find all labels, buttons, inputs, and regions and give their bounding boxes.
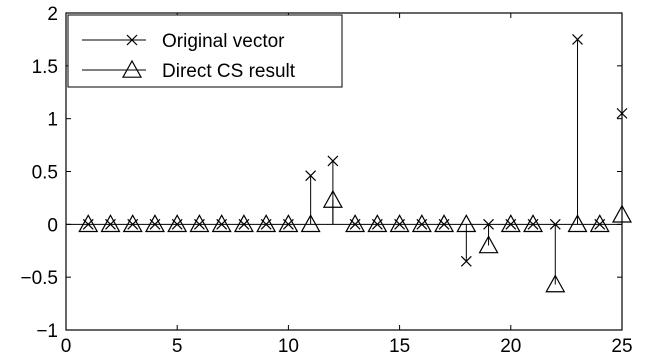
x-tick-label: 15 (389, 336, 410, 357)
direct-cs-result-point (345, 214, 366, 233)
y-tick-label: −1 (36, 321, 58, 342)
y-tick-label: −0.5 (20, 268, 58, 289)
direct-cs-result-point (189, 214, 210, 233)
y-tick-label: 1.5 (32, 57, 58, 78)
direct-cs-result-point (300, 214, 321, 233)
x-marker-stroke (460, 255, 472, 267)
direct-cs-result-point (456, 214, 477, 233)
y-tick-label: 0 (47, 215, 58, 236)
legend-box (67, 14, 343, 88)
x-tick-label: 5 (172, 336, 183, 357)
direct-cs-result-point (322, 189, 343, 208)
plot-frame (65, 12, 623, 331)
markers (78, 33, 633, 293)
direct-cs-result-point (523, 214, 544, 233)
direct-cs-result-point (233, 214, 254, 233)
original-vector-point (483, 218, 494, 230)
direct-cs-result-point (256, 214, 277, 233)
x-tick-label: 20 (500, 336, 521, 357)
original-vector-point (460, 255, 472, 267)
x-axis-ticks: 0 5 10 15 20 25 (61, 13, 633, 357)
direct-cs-result-point (211, 214, 232, 233)
direct-cs-result-point (411, 214, 432, 233)
direct-cs-result-point (122, 214, 143, 233)
x-tick-label: 10 (278, 336, 299, 357)
original-vector-point (305, 170, 317, 182)
stems (310, 39, 623, 285)
direct-cs-result-point (389, 214, 410, 233)
direct-cs-result-point (78, 214, 99, 233)
direct-cs-result-point (500, 214, 521, 233)
direct-cs-result-point (278, 214, 299, 233)
original-vector-point (572, 33, 583, 45)
direct-cs-result-point (167, 214, 188, 233)
direct-cs-result-point (367, 214, 388, 233)
direct-cs-result-point (478, 235, 499, 254)
original-vector-point (549, 218, 561, 230)
x-marker-stroke (549, 218, 561, 230)
direct-cs-result-point (567, 214, 588, 233)
legend-triangle-marker-icon (121, 59, 143, 78)
legend-label-original-vector: Original vector (162, 31, 285, 52)
legend-label-direct-cs-result: Direct CS result (162, 61, 296, 82)
legend-x-marker-icon (126, 34, 138, 46)
original-vector-point (327, 155, 339, 167)
y-tick-label: 2 (47, 4, 58, 25)
x-marker-stroke (327, 155, 339, 167)
direct-cs-result-point (100, 214, 121, 233)
y-axis-ticks: −1 −0.5 0 0.5 1 1.5 2 (20, 4, 622, 342)
x-marker-stroke (572, 33, 583, 45)
direct-cs-result-point (589, 214, 610, 233)
legend-triangle-marker (121, 59, 143, 78)
x-marker-stroke (483, 218, 494, 230)
x-tick-label: 25 (611, 336, 632, 357)
y-tick-label: 0.5 (32, 163, 58, 184)
direct-cs-result-point (545, 274, 566, 293)
y-tick-label: 1 (47, 110, 58, 131)
legend-x-marker (126, 34, 138, 46)
legend: Original vector Direct CS result (67, 14, 343, 88)
x-tick-label: 0 (61, 336, 72, 357)
x-marker-stroke (305, 170, 317, 182)
direct-cs-result-point (144, 214, 165, 233)
x-marker-stroke (126, 34, 138, 46)
direct-cs-result-point (434, 214, 455, 233)
